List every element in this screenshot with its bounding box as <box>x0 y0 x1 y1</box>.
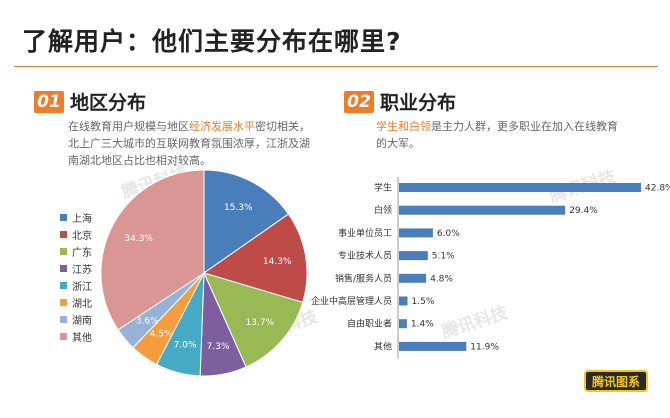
bar-value-label: 42.8% <box>645 184 670 194</box>
pie-slice <box>203 169 290 274</box>
legend-swatch <box>60 333 67 340</box>
bar <box>399 273 427 283</box>
pie-slice-label: 34.3% <box>124 234 153 244</box>
bar <box>399 183 641 192</box>
bar-category-label: 学生 <box>374 182 392 194</box>
bar-category-label: 销售/服务人员 <box>335 272 392 284</box>
pie-slice <box>203 272 304 368</box>
right-section-description: 学生和白领是主力人群，更多职业在加入在线教育 的大军。 <box>376 120 618 150</box>
bar-category-label: 事业单位员工 <box>338 227 392 239</box>
pie-slice-label: 15.3% <box>224 203 253 213</box>
legend-swatch <box>60 316 67 323</box>
right-desc-highlight: 学生和白领 <box>376 120 431 133</box>
left-section-number: 01 <box>34 90 64 113</box>
left-desc-highlight: 经济发展水平 <box>189 120 255 133</box>
pie-slice <box>100 169 205 331</box>
bar <box>399 296 408 306</box>
legend-item: 北京 <box>60 226 92 243</box>
right-section-header: 02 职业分布 <box>344 88 456 115</box>
left-section-title: 地区分布 <box>70 92 147 114</box>
legend-swatch <box>60 265 67 272</box>
right-section-number: 02 <box>344 90 374 113</box>
legend-item: 其他 <box>60 328 92 345</box>
pie-slice-label: 13.7% <box>246 318 275 328</box>
legend-label: 湖南 <box>72 316 92 327</box>
pie-slice-label: 14.3% <box>263 257 292 267</box>
bar <box>399 319 407 329</box>
legend-swatch <box>60 282 67 289</box>
bar <box>399 228 433 238</box>
pie-slice-label: 4.5% <box>150 329 173 339</box>
bar-value-label: 11.9% <box>470 342 499 352</box>
legend-label: 其他 <box>72 333 92 344</box>
bar-value-label: 6.0% <box>437 229 460 239</box>
bar-category-label: 其他 <box>374 340 392 352</box>
pie-slice-label: 3.6% <box>136 317 159 327</box>
pie-slice-label: 7.3% <box>207 342 230 352</box>
legend-item: 江苏 <box>60 260 92 277</box>
legend-item: 湖南 <box>60 311 92 328</box>
left-section-description: 在线教育用户规模与地区经济发展水平密切相关， 北上广三大城市的互联网教育氛围浓厚… <box>68 120 310 167</box>
bar-value-label: 29.4% <box>569 206 598 216</box>
bar-value-label: 1.4% <box>411 320 434 330</box>
bar <box>399 205 566 215</box>
legend-label: 北京 <box>72 231 92 242</box>
legend-swatch <box>60 299 67 306</box>
left-section-header: 01 地区分布 <box>34 88 146 115</box>
legend-swatch <box>60 214 67 221</box>
legend-item: 浙江 <box>60 277 92 294</box>
legend-label: 上海 <box>72 214 92 225</box>
bar-category-label: 企业中高层管理人员 <box>311 295 392 307</box>
bar-value-label: 5.1% <box>432 252 455 262</box>
pie-legend: 上海北京广东江苏浙江湖北湖南其他 <box>60 209 92 345</box>
bar <box>399 341 467 351</box>
legend-swatch <box>60 248 67 255</box>
bar-value-label: 1.5% <box>412 297 435 307</box>
page-title: 了解用户：他们主要分布在哪里? <box>22 27 402 56</box>
legend-label: 浙江 <box>72 282 92 293</box>
title-divider <box>14 66 658 67</box>
bar-category-label: 自由职业者 <box>347 318 392 330</box>
pie-slice-label: 7.0% <box>174 341 197 351</box>
right-section-title: 职业分布 <box>380 92 457 114</box>
legend-label: 广东 <box>72 248 92 259</box>
bar-value-label: 4.8% <box>430 274 453 284</box>
legend-label: 湖北 <box>72 299 92 310</box>
legend-item: 广东 <box>60 243 92 260</box>
bar-category-label: 专业技术人员 <box>338 250 392 262</box>
brand-logo: 腾讯图系 <box>584 370 648 392</box>
legend-item: 上海 <box>60 209 92 226</box>
legend-item: 湖北 <box>60 294 92 311</box>
bar-category-label: 白领 <box>374 204 392 216</box>
legend-label: 江苏 <box>72 265 92 276</box>
bar <box>399 251 428 261</box>
legend-swatch <box>60 231 67 238</box>
